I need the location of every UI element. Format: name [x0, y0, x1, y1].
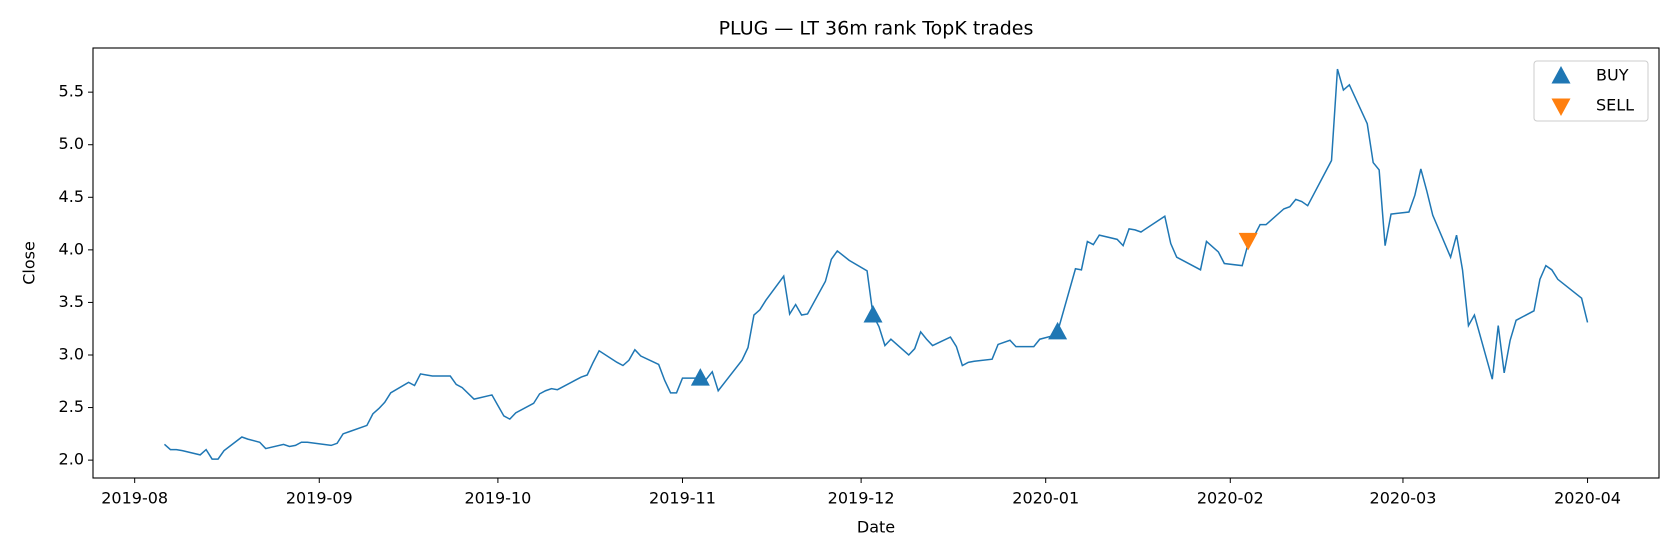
x-tick-label: 2019-08 [101, 489, 168, 508]
x-tick-label: 2020-01 [1012, 489, 1079, 508]
y-tick-label: 5.5 [59, 82, 84, 101]
x-tick-label: 2019-12 [828, 489, 895, 508]
x-axis-label: Date [857, 518, 895, 537]
trade-marker [690, 368, 710, 386]
y-tick-label: 3.5 [59, 292, 84, 311]
legend-label: BUY [1596, 66, 1629, 85]
y-tick-label: 3.0 [59, 344, 84, 363]
y-tick-label: 4.0 [59, 239, 84, 258]
y-tick-label: 2.0 [59, 450, 84, 469]
y-tick-label: 4.5 [59, 187, 84, 206]
x-tick-label: 2020-04 [1554, 489, 1621, 508]
legend-label: SELL [1596, 96, 1634, 115]
trade-marker [863, 305, 883, 323]
x-tick-label: 2019-10 [464, 489, 531, 508]
plot-frame [92, 47, 1660, 479]
y-tick-label: 5.0 [59, 134, 84, 153]
legend-marker [1551, 98, 1571, 116]
legend-marker [1551, 66, 1571, 84]
x-tick-label: 2019-09 [286, 489, 353, 508]
x-tick-label: 2020-03 [1370, 489, 1437, 508]
trade-marker [1048, 321, 1068, 340]
trade-marker [1238, 232, 1258, 251]
x-tick-label: 2020-02 [1197, 489, 1264, 508]
chart-title: PLUG — LT 36m rank TopK trades [719, 18, 1034, 40]
y-tick-label: 2.5 [59, 397, 84, 416]
y-axis-label: Close [20, 241, 39, 285]
x-tick-label: 2019-11 [649, 489, 716, 508]
close-line [163, 68, 1589, 460]
